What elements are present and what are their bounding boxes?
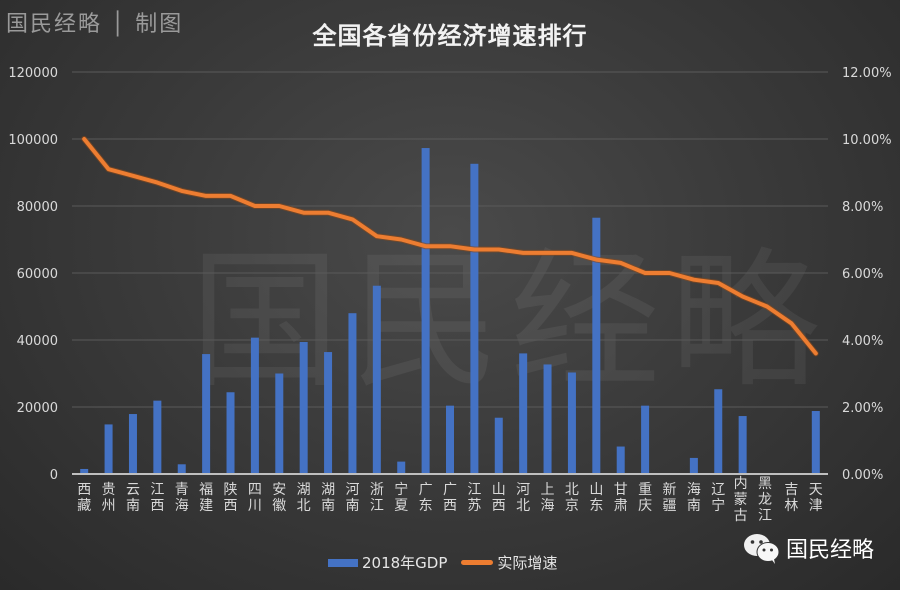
y-axis-left: 0 20000 40000 60000 80000 100000 120000 [8,66,58,483]
bar-北京 [567,372,576,474]
y-tick-label: 80000 [17,200,58,215]
x-tick-label: 新疆 [662,482,676,514]
bar-河南 [348,313,357,474]
x-tick-label: 广东 [419,482,433,514]
legend: 2018年GDP 实际增速 [328,552,571,573]
bar-山东 [592,217,601,474]
x-tick-label: 福建 [199,482,213,514]
y-tick-label: 120000 [8,66,58,81]
growth-line [81,136,819,357]
bar-浙江 [372,285,381,474]
y2-tick-label: 2.00% [842,401,883,416]
y-tick-label: 20000 [17,401,58,416]
x-tick-label: 安徽 [272,482,286,514]
bar-陕西 [226,392,235,474]
x-tick-label: 广西 [443,482,457,514]
bar-河北 [519,353,528,474]
growth-line-path [82,137,818,356]
x-tick-label: 浙江 [370,482,384,514]
x-tick-label: 西藏 [77,482,91,514]
brand-badge: 国民经略 [742,532,874,564]
bar-宁夏 [397,461,406,474]
y2-tick-label: 4.00% [842,334,883,349]
x-tick-label: 青海 [175,482,189,514]
bar-辽宁 [714,389,723,474]
x-tick-label: 宁夏 [394,481,408,514]
x-tick-label: 上海 [541,482,555,514]
x-tick-label: 江苏 [467,482,481,514]
legend-item-gdp[interactable]: 2018年GDP [328,552,447,573]
credit-label: 国民经略 │ 制图 [6,12,184,37]
bar-内蒙古 [738,416,747,474]
x-tick-label: 内蒙古 [734,476,748,524]
bar-甘肃 [616,446,625,474]
x-tick-label: 山西 [492,482,506,514]
bar-重庆 [641,405,650,474]
x-tick-label: 湖南 [321,482,335,514]
x-tick-label: 河南 [345,482,359,514]
y2-tick-label: 10.00% [842,133,892,148]
bar-湖北 [299,342,308,474]
x-tick-label: 天津 [809,482,823,514]
gdp-bars [80,148,820,475]
gridlines [72,71,828,408]
y2-tick-label: 0.00% [842,468,883,483]
bar-广东 [421,148,430,475]
chart-title: 全国各省份经济增速排行 [312,22,588,50]
bar-swatch [328,558,358,567]
brand-label: 国民经略 [786,538,875,563]
legend-label-growth: 实际增速 [497,554,558,572]
x-tick-label: 四川 [248,482,262,514]
bar-山西 [494,417,503,474]
x-tick-label: 湖北 [297,482,311,514]
x-tick-label: 江西 [150,482,164,514]
bar-贵州 [104,424,113,474]
legend-item-growth[interactable]: 实际增速 [461,552,557,573]
x-tick-label: 山东 [589,482,603,514]
bar-天津 [811,411,820,474]
y-tick-label: 0 [50,468,58,483]
bar-湖南 [324,352,333,474]
bar-西藏 [80,468,89,474]
x-tick-label: 陕西 [224,482,238,514]
x-tick-label: 重庆 [638,482,652,514]
y2-tick-label: 8.00% [842,200,883,215]
bar-安徽 [275,373,284,474]
x-tick-label: 黑龙江 [758,476,772,524]
x-tick-label: 贵州 [102,482,116,514]
y-tick-label: 40000 [17,334,58,349]
bar-四川 [250,337,259,474]
bar-江苏 [470,163,479,475]
y2-tick-label: 12.00% [842,66,892,81]
x-tick-label: 甘肃 [614,482,628,514]
y-axis-right: 0.00% 2.00% 4.00% 6.00% 8.00% 10.00% 12.00% [842,66,892,483]
bar-江西 [153,400,162,474]
x-tick-label: 海南 [687,482,701,514]
x-tick-label: 吉林 [784,482,798,514]
y-tick-label: 100000 [8,133,58,148]
x-tick-label: 河北 [516,482,530,514]
y-tick-label: 60000 [17,267,58,282]
bar-上海 [543,364,552,474]
line-swatch [461,560,494,565]
y2-tick-label: 6.00% [842,267,883,282]
bar-云南 [128,414,137,474]
bar-海南 [689,457,698,474]
bar-广西 [446,405,454,474]
x-tick-label: 辽宁 [711,482,725,514]
bar-福建 [202,354,211,474]
x-axis: 西藏贵州云南江西青海福建陕西四川安徽湖北湖南河南浙江宁夏广东广西江苏山西河北上海… [72,473,828,524]
wechat-icon [744,534,780,564]
legend-label-gdp: 2018年GDP [362,554,448,572]
x-tick-label: 北京 [565,482,579,514]
bar-青海 [177,464,186,474]
x-tick-label: 云南 [126,482,140,514]
